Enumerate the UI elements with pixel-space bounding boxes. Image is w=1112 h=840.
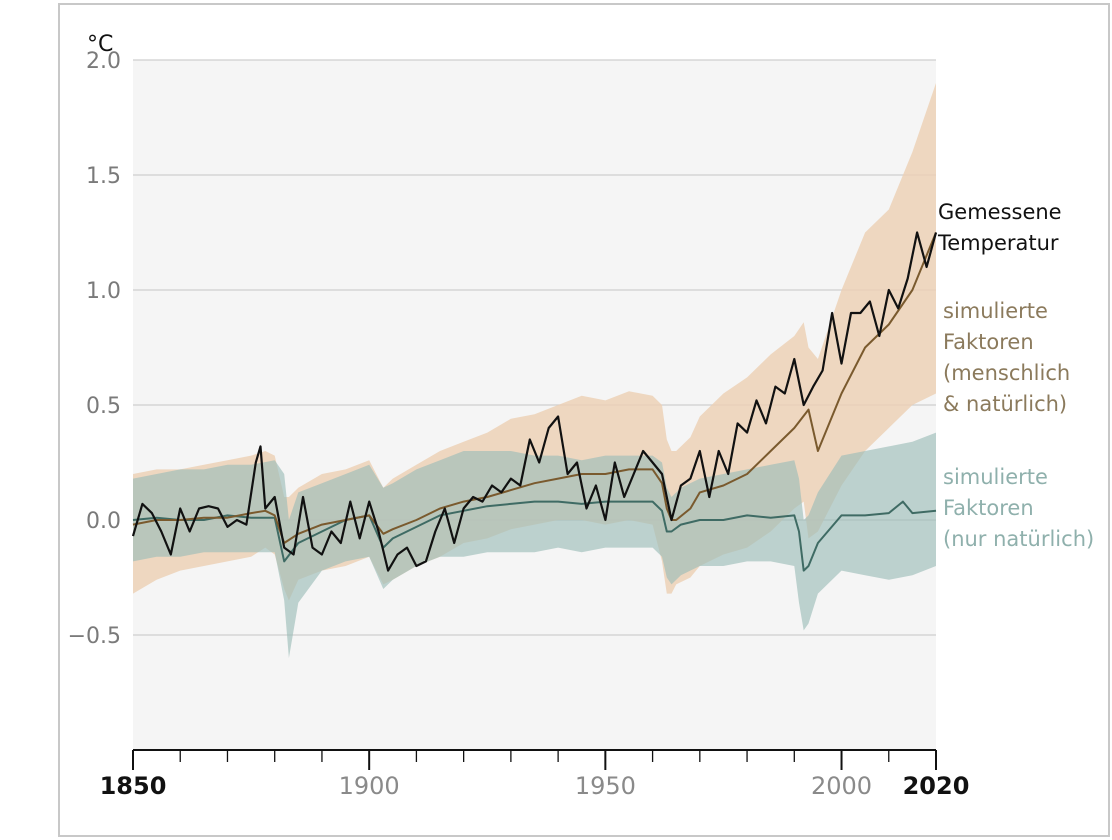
series-line-human-natural <box>132 232 937 544</box>
x-tick-label: 2020 <box>903 772 970 800</box>
legend-observed: Gemessene Temperatur <box>937 200 1062 255</box>
band-natural-only <box>133 432 936 658</box>
uncertainty-bands <box>133 83 936 658</box>
legend-line: & natürlich) <box>943 392 1067 416</box>
y-tick-label: 1.0 <box>86 279 121 304</box>
x-tick-label: 1950 <box>575 772 636 800</box>
legend: Gemessene Temperatur simulierte Faktoren (me… <box>937 200 1094 551</box>
y-axis: 2.0 1.5 1.0 0.5 0.0 −0.5 <box>68 49 121 649</box>
legend-line: Temperatur <box>937 231 1059 255</box>
x-tick-label: 1850 <box>100 772 167 800</box>
unit-label: °C <box>87 32 113 57</box>
legend-line: Faktoren <box>943 330 1034 354</box>
legend-line: simulierte <box>943 299 1048 323</box>
y-tick-label: 0.0 <box>86 509 121 534</box>
legend-line: (nur natürlich) <box>943 527 1094 551</box>
series-lines <box>131 231 938 572</box>
x-axis: 1850 1900 1950 2000 2020 <box>100 749 970 800</box>
y-tick-label: −0.5 <box>68 624 121 649</box>
series-line-observed <box>131 231 938 572</box>
legend-line: Faktoren <box>943 496 1034 520</box>
band-human-natural <box>133 83 936 601</box>
x-tick-label: 2000 <box>811 772 872 800</box>
x-tick-label: 1900 <box>339 772 400 800</box>
legend-line: (menschlich <box>943 361 1070 385</box>
y-tick-label: 0.5 <box>86 394 121 419</box>
y-tick-label: 1.5 <box>86 164 121 189</box>
legend-human-natural: simulierte Faktoren (menschlich & natürlich… <box>943 299 1070 416</box>
legend-natural-only: simulierte Faktoren (nur natürlich) <box>943 465 1094 551</box>
y-tick-label: 2.0 <box>86 49 121 74</box>
legend-line: simulierte <box>943 465 1048 489</box>
legend-line: Gemessene <box>938 200 1062 224</box>
series-line-natural-only <box>132 500 937 572</box>
